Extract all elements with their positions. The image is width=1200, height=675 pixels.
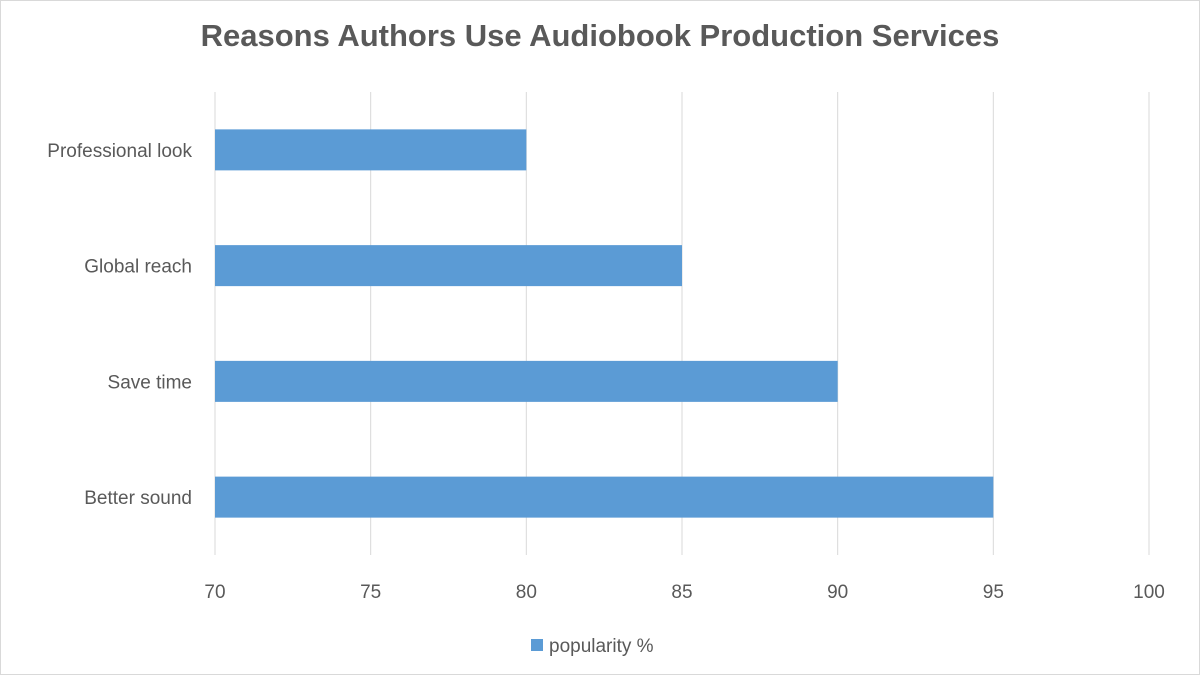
x-tick-label: 70 <box>204 582 225 603</box>
bar <box>215 476 994 518</box>
x-tick-label: 80 <box>516 582 537 603</box>
legend: popularity % <box>531 636 654 657</box>
chart-title: Reasons Authors Use Audiobook Production… <box>201 18 1000 53</box>
category-label: Professional look <box>47 141 192 162</box>
x-tick-label: 85 <box>671 582 692 603</box>
x-tick-label: 95 <box>983 582 1004 603</box>
x-tick-label: 75 <box>360 582 381 603</box>
category-label: Better sound <box>84 488 192 509</box>
bar <box>215 129 527 171</box>
category-label: Save time <box>108 372 192 393</box>
x-tick-label: 100 <box>1133 582 1165 603</box>
legend-swatch <box>531 639 543 651</box>
category-label: Global reach <box>84 257 192 278</box>
legend-label: popularity % <box>549 636 654 657</box>
bar <box>215 360 838 402</box>
x-tick-label: 90 <box>827 582 848 603</box>
bar <box>215 245 682 287</box>
